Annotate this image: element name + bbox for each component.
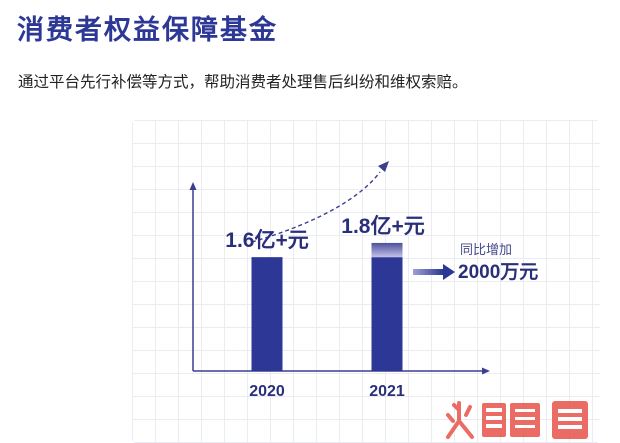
y-axis-arrowhead <box>189 182 197 190</box>
bar-2020 <box>251 257 283 371</box>
annotation-value: 2000万元 <box>458 262 538 283</box>
x-tick-label-2020: 2020 <box>249 383 285 400</box>
x-tick-label-2021: 2021 <box>369 383 405 400</box>
data-label-2020: 1.6亿+元 <box>225 228 308 252</box>
increase-arrow <box>413 264 455 280</box>
annotation-label: 同比增加 <box>460 242 512 257</box>
data-label-2021: 1.8亿+元 <box>341 214 424 238</box>
page-subtitle: 通过平台先行补偿等方式，帮助消费者处理售后纠纷和维权索赔。 <box>18 73 468 91</box>
bar-increase-highlight <box>371 242 403 258</box>
chart-panel <box>132 120 600 443</box>
increase-arrow-head <box>443 264 455 280</box>
growth-trend-curve <box>251 171 381 243</box>
bar-2021 <box>371 257 403 371</box>
page-title: 消费者权益保障基金 <box>17 15 278 46</box>
x-axis-arrowhead <box>482 367 490 375</box>
growth-trend-arrowhead <box>378 161 389 172</box>
increase-arrow-shaft <box>413 269 443 275</box>
watermark-logo <box>446 401 588 439</box>
